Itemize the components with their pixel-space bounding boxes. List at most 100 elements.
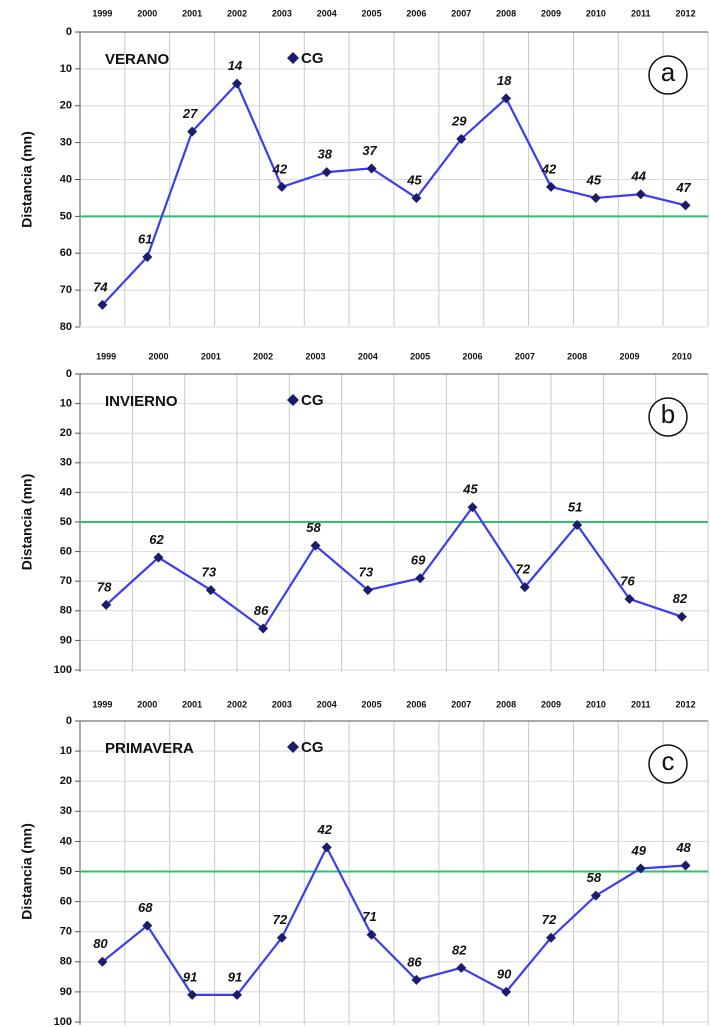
legend-label: CG [301, 739, 324, 756]
data-label: 68 [138, 900, 153, 915]
data-label: 62 [149, 532, 164, 547]
series-line [101, 844, 686, 997]
data-label: 38 [317, 147, 332, 162]
point-marker [362, 585, 373, 596]
y-tick-label: 80 [60, 956, 72, 968]
point-marker [680, 200, 691, 211]
panel-letter: b [661, 399, 675, 429]
point-marker [411, 192, 422, 203]
data-label: 51 [568, 499, 582, 514]
y-tick-label: 30 [60, 457, 72, 469]
point-marker [142, 920, 153, 931]
y-tick-label: 20 [60, 775, 72, 787]
point-marker [635, 863, 646, 874]
point-marker [546, 181, 556, 192]
y-tick-label: 20 [60, 427, 72, 439]
data-label: 49 [630, 843, 646, 858]
data-label: 73 [202, 565, 217, 580]
y-axis-label: Distancia (mn) [19, 823, 35, 919]
y-axis-label: Distancia (mn) [19, 474, 35, 570]
data-label: 29 [451, 113, 467, 128]
y-tick-label: 90 [60, 634, 72, 646]
data-label: 74 [93, 279, 108, 294]
x-tick-label: 2002 [253, 351, 273, 361]
x-tick-label: 2003 [272, 8, 292, 18]
data-label: 61 [138, 231, 152, 246]
y-tick-label: 90 [60, 986, 72, 998]
y-tick-label: 60 [60, 896, 72, 908]
data-label: 82 [452, 942, 467, 957]
point-marker [519, 582, 530, 593]
legend-marker [287, 52, 299, 64]
y-tick-label: 50 [60, 516, 72, 528]
x-tick-label: 2002 [227, 8, 247, 18]
x-tick-label: 2001 [182, 699, 202, 709]
data-label: 72 [542, 912, 557, 927]
data-label: 91 [228, 969, 242, 984]
x-tick-label: 2000 [137, 8, 157, 18]
data-label: 86 [407, 954, 422, 969]
panel-letter-circle [648, 55, 688, 95]
data-label: 58 [306, 520, 321, 535]
y-axis-label: Distancia (mn) [19, 131, 35, 227]
x-tick-label: 2010 [586, 699, 606, 709]
y-tick-label: 80 [60, 605, 72, 617]
point-marker [415, 573, 426, 584]
data-label: 91 [183, 969, 197, 984]
panel: 0 10 20 30 40 50 60 70 80 90 100 1999 2000 2001 2002 20… [19, 699, 709, 1027]
x-tick-label: 1999 [96, 351, 116, 361]
x-tick-label: 2006 [462, 351, 482, 361]
point-marker [187, 126, 198, 137]
x-tick-label: 2005 [410, 351, 430, 361]
x-tick-label: 2011 [631, 699, 651, 709]
point-marker [366, 163, 377, 174]
x-tick-label: 2001 [182, 8, 202, 18]
legend-marker [287, 394, 299, 406]
data-label: 42 [316, 822, 332, 837]
data-label: 37 [362, 143, 377, 158]
data-label: 71 [362, 909, 376, 924]
x-tick-label: 2000 [137, 699, 157, 709]
x-tick-label: 2007 [451, 699, 471, 709]
point-marker [624, 593, 635, 604]
data-label: 76 [620, 573, 635, 588]
data-label: 45 [586, 172, 602, 187]
y-tick-label: 50 [60, 865, 72, 877]
x-tick-label: 2009 [619, 351, 639, 361]
point-marker [258, 623, 269, 634]
data-label: 45 [406, 172, 422, 187]
y-tick-label: 30 [60, 137, 72, 149]
y-tick-label: 40 [60, 173, 72, 185]
point-marker [590, 192, 601, 203]
point-marker [276, 181, 287, 192]
data-label: 78 [97, 579, 112, 594]
data-label: 47 [675, 180, 691, 195]
x-tick-label: 2010 [586, 8, 606, 18]
point-marker [501, 93, 512, 104]
point-marker [101, 599, 112, 610]
data-label: 72 [273, 912, 288, 927]
x-tick-label: 1999 [92, 8, 112, 18]
x-tick-label: 2011 [631, 8, 651, 18]
x-tick-label: 2000 [148, 351, 168, 361]
x-tick-label: 2004 [317, 699, 337, 709]
x-tick-label: 2007 [451, 8, 471, 18]
y-tick-label: 10 [60, 398, 72, 410]
panel-letter: a [661, 57, 676, 87]
panel-title: INVIERNO [105, 393, 178, 410]
x-tick-label: 2005 [362, 699, 382, 709]
data-label: 44 [630, 169, 646, 184]
point-marker [97, 299, 108, 310]
x-tick-label: 2003 [272, 699, 292, 709]
data-label: 73 [359, 565, 374, 580]
series-line [101, 81, 686, 306]
data-label: 14 [228, 58, 243, 73]
x-tick-label: 2004 [358, 351, 378, 361]
point-marker [232, 989, 242, 1000]
y-tick-label: 60 [60, 546, 72, 558]
panel-letter-circle [648, 744, 688, 784]
data-label: 69 [411, 553, 426, 568]
point-marker [321, 842, 332, 853]
y-tick-label: 60 [60, 247, 72, 259]
x-tick-label: 2004 [317, 8, 337, 18]
